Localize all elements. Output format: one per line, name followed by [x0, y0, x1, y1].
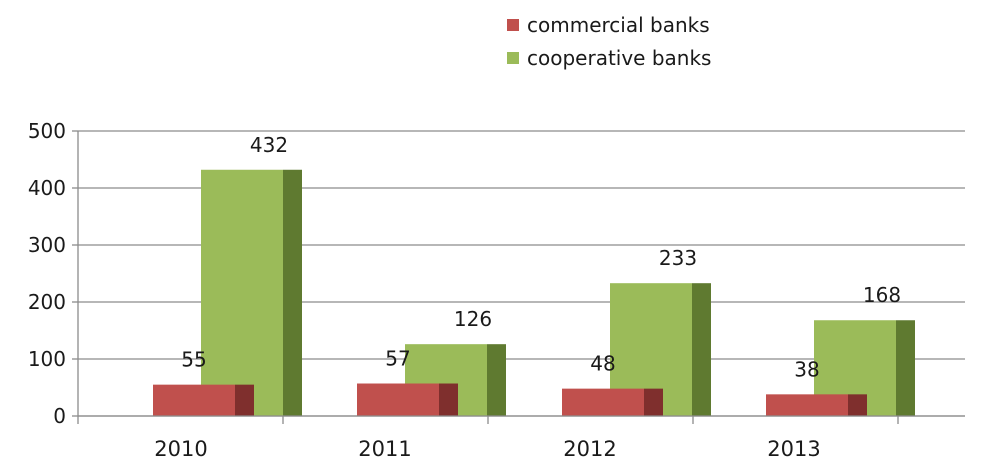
y-tick-label: 300	[28, 233, 66, 257]
data-label: 168	[863, 283, 901, 307]
chart-legend: commercial banks cooperative banks	[507, 8, 711, 74]
y-tick-label: 200	[28, 290, 66, 314]
bar-side	[283, 169, 302, 416]
bar	[201, 169, 283, 416]
bar-side	[896, 320, 915, 416]
legend-label-commercial: commercial banks	[527, 12, 710, 37]
bar-side	[439, 383, 458, 416]
x-tick-label: 2010	[154, 437, 207, 461]
bar	[766, 394, 848, 416]
x-tick-label: 2012	[563, 437, 616, 461]
bar-side	[487, 344, 506, 416]
y-tick-label: 0	[53, 404, 66, 428]
bar	[153, 384, 235, 416]
data-label: 57	[385, 347, 410, 371]
bar-side	[644, 388, 663, 416]
bar	[357, 383, 439, 416]
data-label: 233	[659, 246, 697, 270]
y-tick-label: 400	[28, 176, 66, 200]
legend-item-commercial: commercial banks	[507, 8, 711, 41]
x-tick-label: 2013	[767, 437, 820, 461]
data-label: 432	[250, 133, 288, 157]
bar-side	[692, 283, 711, 416]
data-label: 38	[794, 357, 819, 381]
legend-swatch-commercial	[507, 18, 519, 31]
legend-swatch-cooperative	[507, 51, 519, 64]
x-tick-label: 2011	[358, 437, 411, 461]
y-tick-label: 100	[28, 347, 66, 371]
legend-item-cooperative: cooperative banks	[507, 41, 711, 74]
bar-side	[848, 394, 867, 416]
bar	[562, 388, 644, 416]
bar-side	[235, 384, 254, 416]
data-label: 48	[590, 352, 615, 376]
data-label: 55	[181, 348, 206, 372]
legend-label-cooperative: cooperative banks	[527, 45, 712, 70]
y-tick-label: 500	[28, 119, 66, 143]
data-label: 126	[454, 307, 492, 331]
